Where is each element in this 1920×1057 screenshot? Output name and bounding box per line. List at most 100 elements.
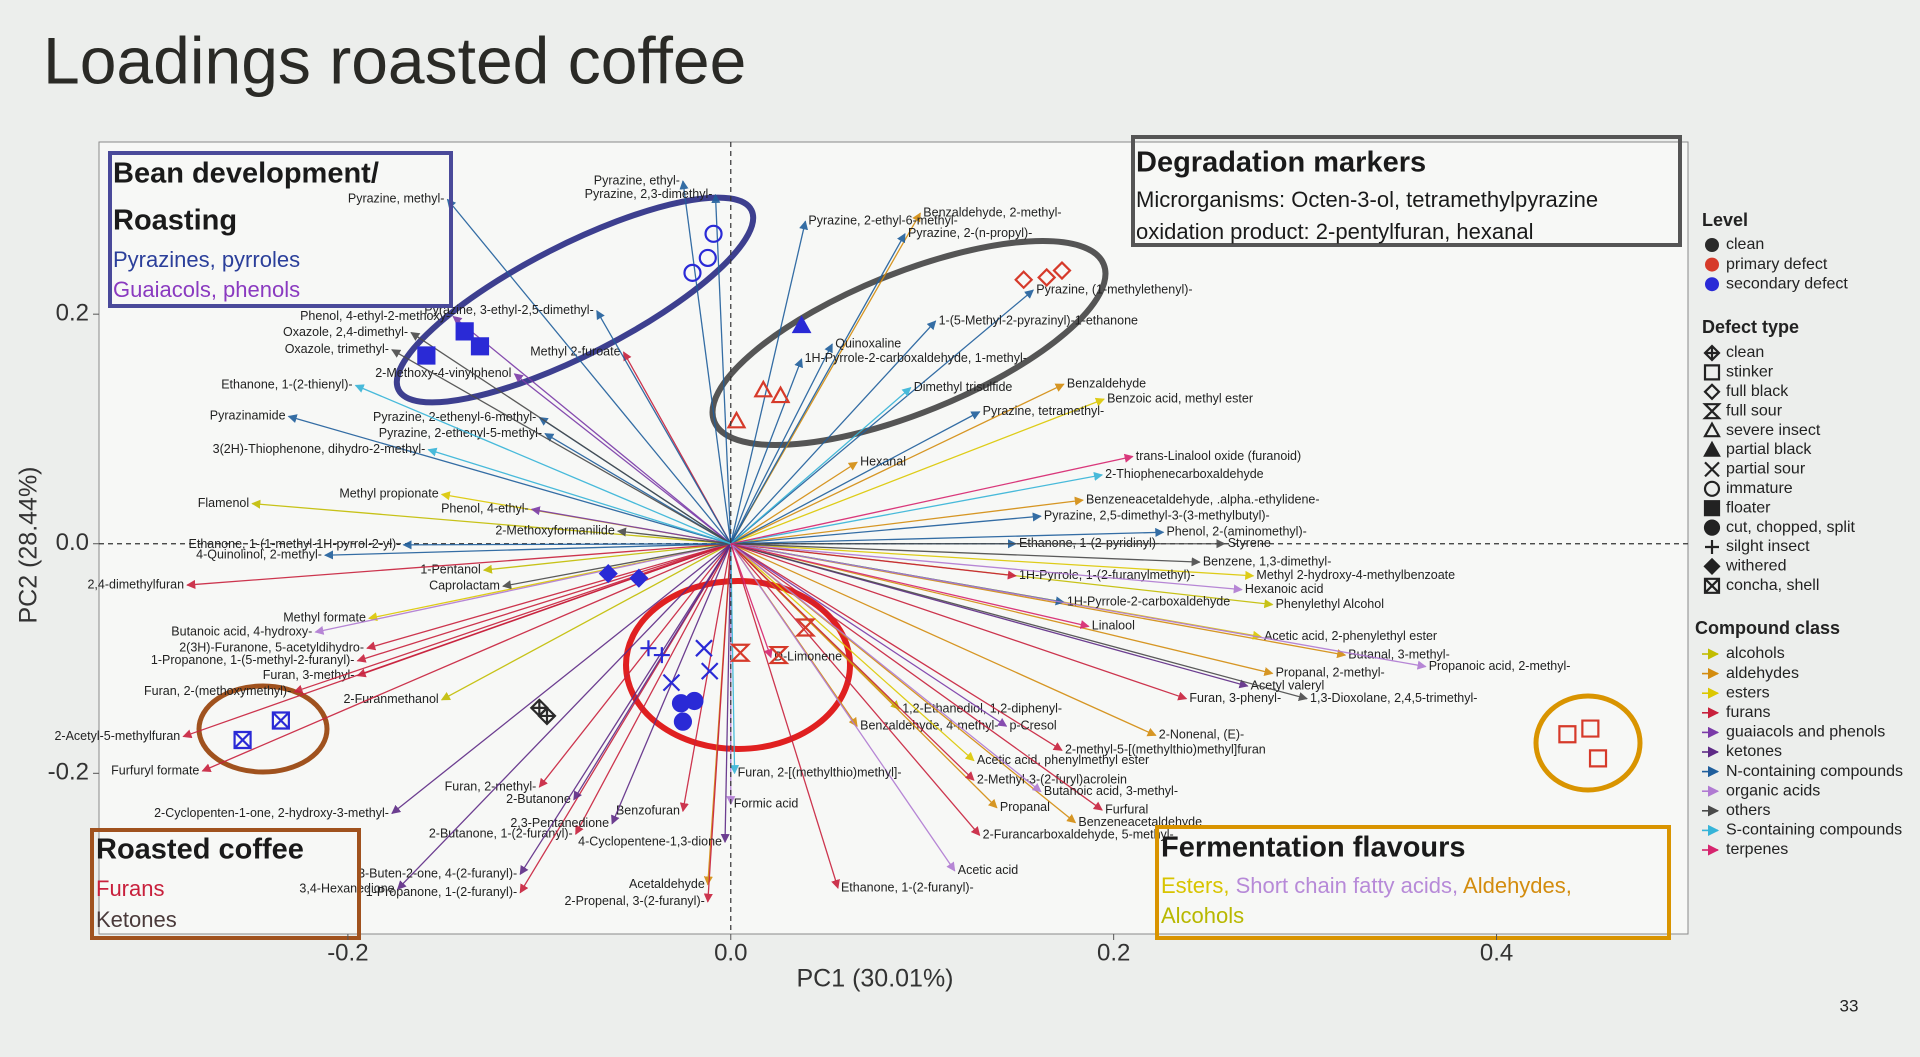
loading-arrow: [287, 414, 731, 545]
loading-arrow: [730, 453, 1134, 545]
loading-label: Styrene: [1228, 536, 1271, 550]
sample-marker: [417, 346, 436, 365]
sample-marker: [770, 385, 791, 404]
loading-arrow: [720, 543, 732, 844]
loading-label: Furfural: [1105, 802, 1148, 816]
sample-marker: [729, 643, 751, 662]
loading-arrow: [314, 543, 731, 635]
legend-swatch: [1702, 403, 1722, 420]
loading-label: 2(3H)-Furanone, 5-acetyldihydro-: [179, 640, 364, 654]
sample-marker: [794, 618, 817, 637]
loading-label: Phenol, 4-ethyl-: [441, 502, 529, 516]
legend-label: silght insect: [1726, 538, 1810, 555]
box-title: Degradation markers: [1136, 147, 1426, 179]
loading-label: Propanal: [1000, 800, 1050, 814]
loading-label: 2-Acetyl-5-methylfuran: [54, 729, 180, 743]
loading-arrow: [616, 527, 731, 545]
loading-label: Phenol, 4-ethyl-2-methoxy-: [300, 309, 450, 323]
legend-swatch: [1703, 577, 1721, 594]
loading-label: Propanoic acid, 2-methyl-: [1429, 659, 1571, 673]
y-axis-label: PC2 (28.44%): [15, 466, 43, 623]
sample-marker: [671, 694, 691, 713]
loading-arrow: [186, 543, 731, 589]
legend-label: full sour: [1726, 402, 1783, 419]
loading-label: 2-Methyl-3-(2-furyl)acrolein: [977, 772, 1127, 786]
legend-label: withered: [1725, 558, 1786, 575]
loading-label: Pyrazine, 2,3-dimethyl-: [585, 187, 713, 201]
loading-label: Pyrazine, (1-methylethenyl)-: [1036, 282, 1192, 296]
loading-label: Furan, 2-(methoxymethyl)-: [144, 684, 291, 698]
loading-arrow: [730, 543, 1427, 670]
loading-arrow: [730, 411, 981, 545]
loading-arrow: [730, 543, 981, 836]
legend-label: floater: [1726, 499, 1771, 516]
loading-label: Furan, 2-[(methylthio)methyl]-: [738, 766, 902, 780]
loading-label: Pyrazine, 2-(n-propyl)-: [908, 226, 1032, 240]
sample-marker: [233, 730, 252, 750]
loading-label: Benzene, 1,3-dimethyl-: [1203, 554, 1332, 568]
box-line: Pyrazines, pyrroles: [113, 247, 300, 272]
loading-arrow: [440, 543, 732, 701]
loading-label: Propanal, 2-methyl-: [1276, 666, 1385, 680]
loading-label: 2-Cyclopenten-1-one, 2-hydroxy-3-methyl-: [154, 806, 389, 820]
loading-arrow: [530, 506, 731, 545]
sample-marker: [704, 224, 723, 243]
sample-marker: [1588, 749, 1608, 768]
loading-label: 2-Butanone, 1-(2-furanyl)-: [429, 826, 573, 840]
loading-arrow: [730, 220, 809, 544]
loading-label: Furan, 3-phenyl-: [1189, 691, 1281, 705]
loading-label: Quinoxaline: [835, 336, 901, 350]
legend-label: terpenes: [1726, 841, 1788, 858]
loading-label: 2-methyl-5-[(methylthio)methyl]furan: [1065, 743, 1266, 757]
loading-arrow: [730, 496, 1084, 545]
loading-label: 3,4-Hexanedione: [299, 882, 394, 896]
y-tick-label: 0.0: [56, 529, 89, 556]
loading-label: 2-Butanone: [506, 792, 571, 806]
legend-label: stinker: [1726, 364, 1774, 381]
box-line: Ketones: [96, 907, 177, 932]
loading-label: 2-Furanmethanol: [343, 692, 438, 706]
loading-label: Acetic acid: [958, 863, 1018, 877]
loading-arrow: [729, 543, 740, 775]
loading-label: Formic acid: [734, 797, 799, 811]
samples: [233, 224, 1608, 768]
sample-marker: [695, 639, 713, 657]
loading-label: 1H-Pyrrole, 1-(2-furanylmethyl)-: [1019, 568, 1195, 582]
loading-arrow: [397, 543, 732, 890]
loading-arrow: [730, 543, 1201, 567]
loading-label: Hexanoic acid: [1245, 582, 1324, 596]
loading-arrow: [711, 193, 732, 544]
sample-marker: [698, 248, 717, 267]
stinker-ellipse: [1533, 693, 1643, 793]
loading-label: trans-Linalool oxide (furanoid): [1136, 449, 1301, 463]
loading-label: Pyrazine, methyl-: [348, 192, 445, 206]
loading-label: Methyl 2-hydroxy-4-methylbenzoate: [1256, 568, 1455, 582]
legend-swatch: [1703, 364, 1721, 381]
legend-swatch: [1703, 344, 1721, 362]
loading-arrow: [730, 289, 1034, 545]
annotation-box: [108, 151, 453, 308]
loading-arrow: [482, 543, 731, 574]
box-line-part: Alcohols: [1161, 903, 1244, 928]
box-line-part: Furans: [96, 876, 164, 901]
x-tick-label: 0.4: [1480, 939, 1513, 966]
loading-arrow: [730, 343, 833, 545]
legend-swatch: [1705, 540, 1719, 554]
loading-label: Butanoic acid, 3-methyl-: [1044, 784, 1178, 798]
loading-label: 4-Quinolinol, 2-methyl-: [196, 548, 322, 562]
loading-arrow: [573, 543, 732, 801]
box-line-part: Microrganisms: Octen-3-ol, tetramethylpy…: [1136, 187, 1598, 212]
legend-label: concha, shell: [1726, 577, 1819, 594]
loading-label: 2,3-Pentanedione: [510, 816, 609, 830]
loading-label: Furan, 2-methyl-: [445, 779, 537, 793]
y-tick-label: 0.2: [56, 300, 89, 327]
sample-marker: [726, 410, 747, 429]
loading-label: Furfuryl formate: [111, 763, 199, 777]
loading-label: Ethanone, 1-(2-pyridinyl)-: [1019, 536, 1160, 550]
loading-arrow: [730, 543, 1017, 580]
loading-label: 2-Furancarboxaldehyde, 5-methyl-: [983, 828, 1174, 842]
loading-label: Linalool: [1092, 619, 1135, 633]
loading-arrow: [730, 543, 975, 762]
